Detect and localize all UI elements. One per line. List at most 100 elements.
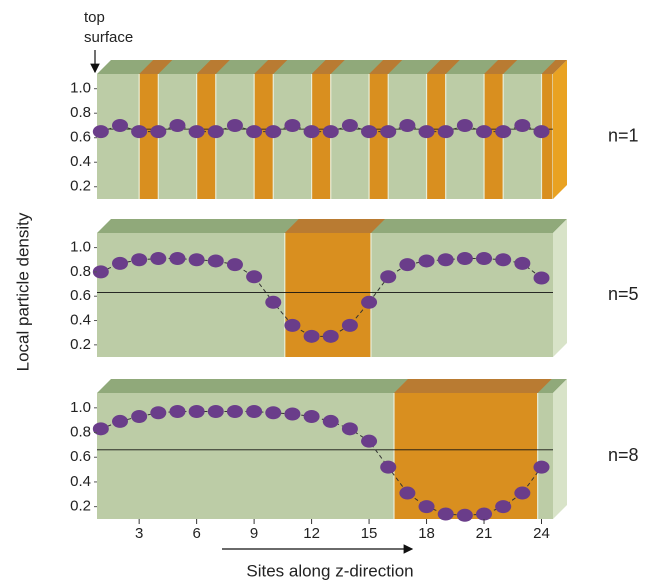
data-point	[131, 125, 147, 138]
x-tick-label: 3	[135, 525, 143, 542]
data-point	[323, 330, 339, 343]
data-point	[150, 252, 166, 265]
data-point	[304, 410, 320, 423]
data-point	[246, 270, 262, 283]
data-point	[265, 125, 281, 138]
x-tick-label: 9	[250, 525, 258, 542]
data-point	[227, 405, 243, 418]
x-tick-label: 24	[533, 525, 550, 542]
data-point	[476, 125, 492, 138]
data-point	[380, 270, 396, 283]
data-point	[342, 319, 358, 332]
data-point	[534, 461, 550, 474]
data-point	[169, 119, 185, 132]
data-point	[189, 125, 205, 138]
data-point	[457, 119, 473, 132]
layer	[394, 393, 538, 519]
data-point	[438, 508, 454, 521]
y-tick-label: 0.2	[70, 336, 91, 353]
data-point	[112, 257, 128, 270]
y-tick-label: 0.4	[70, 311, 91, 328]
panel-label: n=1	[608, 125, 639, 145]
y-tick-label: 0.6	[70, 448, 91, 465]
x-tick-label: 6	[192, 525, 200, 542]
data-point	[284, 319, 300, 332]
data-point	[457, 252, 473, 265]
data-point	[419, 125, 435, 138]
y-tick-label: 0.2	[70, 178, 91, 195]
data-point	[189, 405, 205, 418]
data-point	[169, 252, 185, 265]
panel-label: n=8	[608, 445, 639, 465]
figure: top surface Local particle density Sites…	[0, 0, 659, 584]
x-axis-label: Sites along z-direction	[246, 561, 413, 580]
slab-side	[553, 60, 567, 199]
data-point	[438, 125, 454, 138]
data-point	[514, 257, 530, 270]
data-point	[323, 125, 339, 138]
data-point	[514, 487, 530, 500]
panel-label: n=5	[608, 284, 639, 304]
data-point	[208, 405, 224, 418]
y-tick-label: 1.0	[70, 80, 91, 97]
data-point	[112, 119, 128, 132]
y-tick-label: 1.0	[70, 239, 91, 256]
y-tick-label: 0.8	[70, 263, 91, 280]
data-point	[150, 125, 166, 138]
y-tick-label: 0.4	[70, 473, 91, 490]
data-point	[361, 125, 377, 138]
annotation: top	[84, 9, 105, 26]
slab-side	[553, 379, 567, 519]
y-tick-label: 0.8	[70, 423, 91, 440]
data-point	[208, 125, 224, 138]
data-point	[495, 253, 511, 266]
data-point	[284, 119, 300, 132]
data-point	[265, 406, 281, 419]
data-point	[438, 253, 454, 266]
data-point	[208, 254, 224, 267]
panel: 0.20.40.60.81.0n=1	[70, 60, 638, 199]
panel: 0.20.40.60.81.0n=5	[70, 219, 638, 357]
y-axis-label: Local particle density	[13, 212, 32, 371]
y-tick-label: 0.8	[70, 104, 91, 121]
data-point	[246, 125, 262, 138]
data-point	[534, 271, 550, 284]
data-point	[93, 125, 109, 138]
data-point	[476, 252, 492, 265]
data-point	[342, 422, 358, 435]
data-point	[399, 487, 415, 500]
data-point	[284, 408, 300, 421]
data-point	[476, 508, 492, 521]
data-point	[304, 330, 320, 343]
data-point	[457, 509, 473, 522]
data-point	[534, 125, 550, 138]
data-point	[361, 435, 377, 448]
data-point	[514, 119, 530, 132]
data-point	[227, 258, 243, 271]
data-point	[131, 253, 147, 266]
x-tick-label: 21	[476, 525, 493, 542]
data-point	[399, 258, 415, 271]
data-point	[342, 119, 358, 132]
y-tick-label: 0.4	[70, 153, 91, 170]
x-tick-label: 15	[361, 525, 378, 542]
data-point	[380, 461, 396, 474]
data-point	[361, 296, 377, 309]
data-point	[399, 119, 415, 132]
data-point	[227, 119, 243, 132]
y-tick-label: 1.0	[70, 399, 91, 416]
data-point	[93, 422, 109, 435]
data-point	[131, 410, 147, 423]
y-tick-label: 0.2	[70, 498, 91, 515]
data-point	[246, 405, 262, 418]
slab-side	[553, 219, 567, 357]
annotation: surface	[84, 29, 133, 46]
data-point	[495, 500, 511, 513]
data-point	[150, 406, 166, 419]
x-tick-label: 12	[303, 525, 320, 542]
data-point	[380, 125, 396, 138]
data-point	[304, 125, 320, 138]
data-point	[169, 405, 185, 418]
data-point	[419, 254, 435, 267]
